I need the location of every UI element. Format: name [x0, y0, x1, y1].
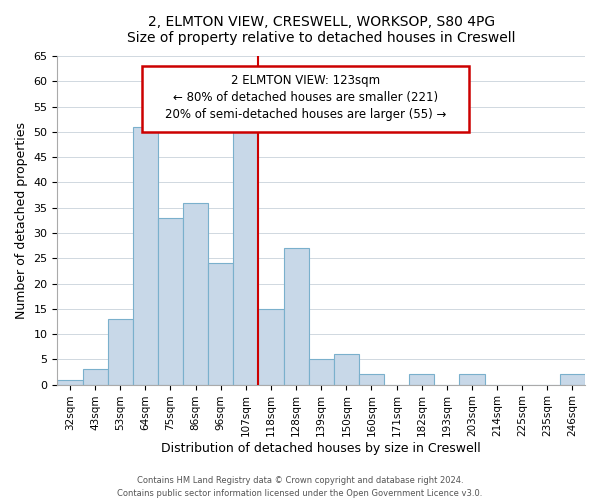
Text: Contains HM Land Registry data © Crown copyright and database right 2024.
Contai: Contains HM Land Registry data © Crown c…: [118, 476, 482, 498]
Bar: [259, 309, 284, 384]
Title: 2, ELMTON VIEW, CRESWELL, WORKSOP, S80 4PG
Size of property relative to detached: 2, ELMTON VIEW, CRESWELL, WORKSOP, S80 4…: [127, 15, 515, 45]
Bar: [284, 248, 308, 384]
Bar: [334, 354, 359, 384]
Bar: [233, 112, 259, 384]
Text: 20% of semi-detached houses are larger (55) →: 20% of semi-detached houses are larger (…: [164, 108, 446, 121]
X-axis label: Distribution of detached houses by size in Creswell: Distribution of detached houses by size …: [161, 442, 481, 455]
Bar: [560, 374, 585, 384]
Bar: [359, 374, 384, 384]
Bar: [58, 380, 83, 384]
Bar: [308, 360, 334, 384]
Bar: [183, 202, 208, 384]
Bar: [208, 264, 233, 384]
Bar: [158, 218, 183, 384]
FancyBboxPatch shape: [142, 66, 469, 132]
Y-axis label: Number of detached properties: Number of detached properties: [15, 122, 28, 319]
Bar: [83, 370, 107, 384]
Text: 2 ELMTON VIEW: 123sqm: 2 ELMTON VIEW: 123sqm: [231, 74, 380, 87]
Bar: [107, 319, 133, 384]
Bar: [409, 374, 434, 384]
Bar: [460, 374, 485, 384]
Bar: [133, 127, 158, 384]
Text: ← 80% of detached houses are smaller (221): ← 80% of detached houses are smaller (22…: [173, 90, 438, 104]
